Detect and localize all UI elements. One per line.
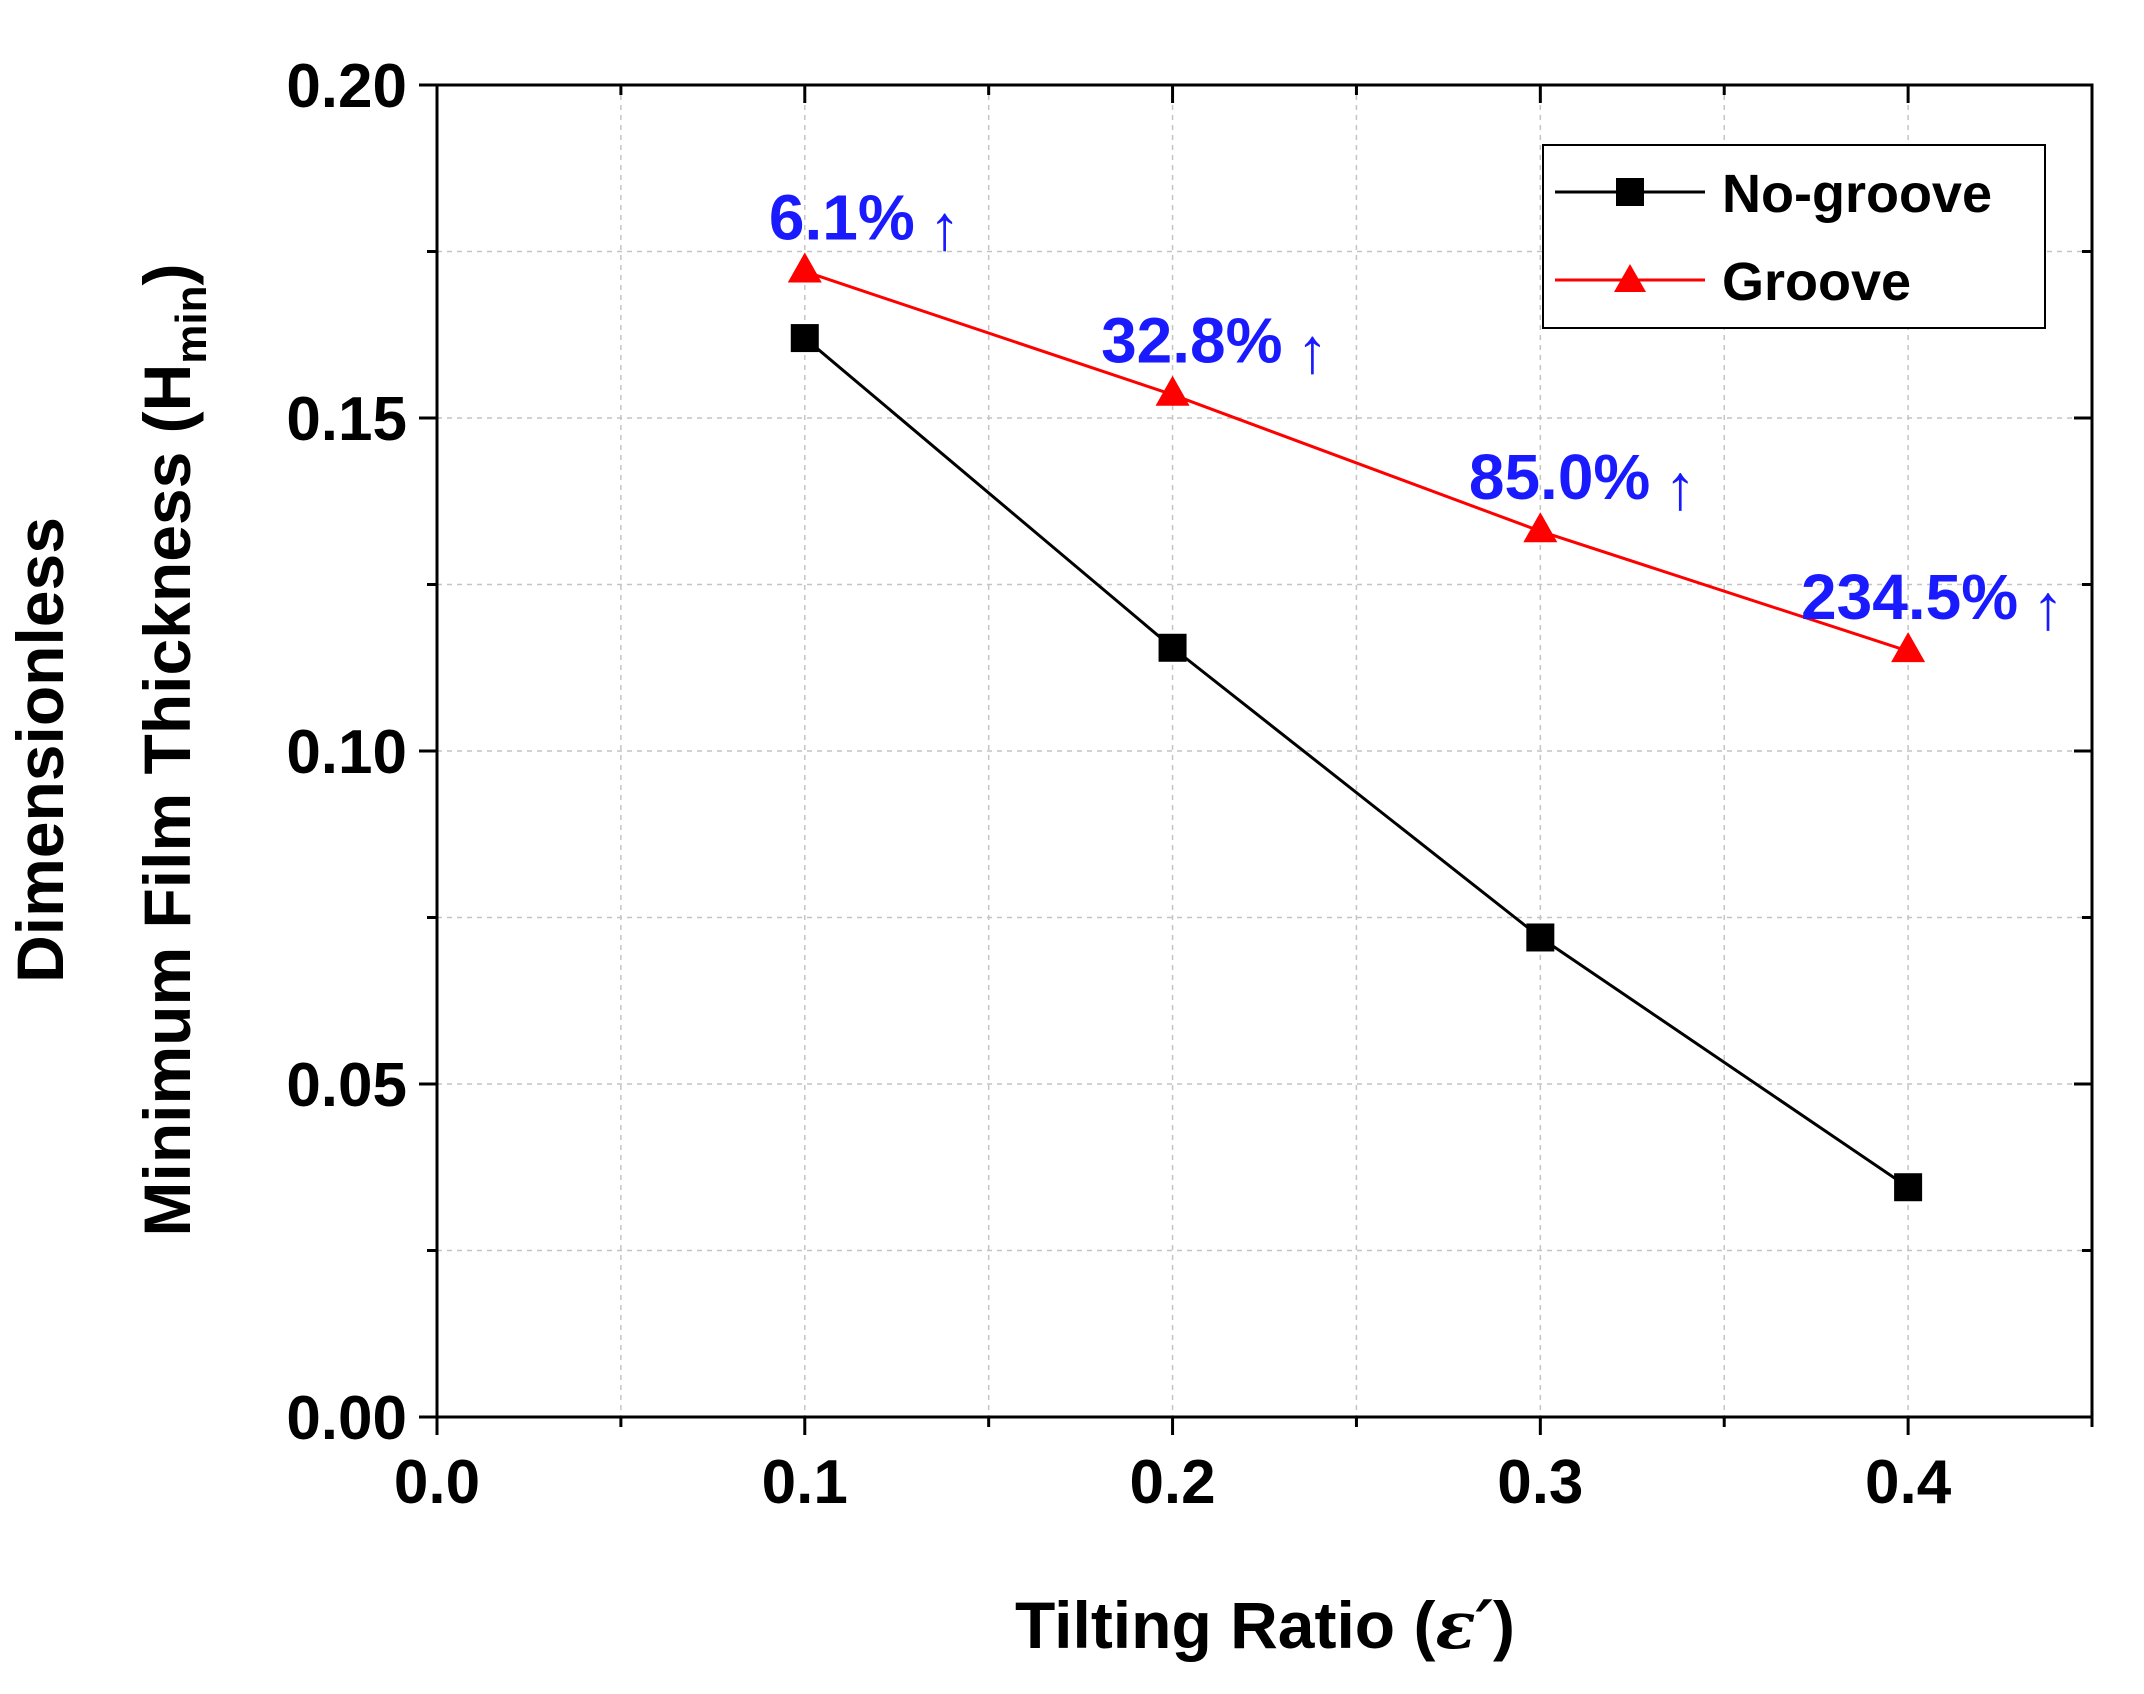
- legend-label-no-groove: No-groove: [1722, 164, 1992, 224]
- series-line-groove: [804, 270, 1909, 653]
- annotation-arrow: ↑: [929, 191, 961, 263]
- data-point-no-groove: [790, 324, 819, 353]
- legend-box: [1542, 144, 2046, 329]
- legend-marker-no-groove: [1616, 178, 1644, 206]
- y-tick-label: 0.15: [286, 385, 407, 454]
- x-tick-label: 0.0: [394, 1448, 480, 1517]
- data-point-groove: [1523, 512, 1558, 543]
- x-tick-label: 0.4: [1865, 1448, 1952, 1517]
- plot-frame: [435, 83, 2094, 1419]
- annotation-arrow: ↑: [1297, 315, 1329, 387]
- annotation-label: 85.0%: [1469, 441, 1650, 513]
- annotation-layer: 6.1% ↑32.8% ↑85.0% ↑234.5% ↑: [769, 181, 2064, 643]
- x-axis-title: Tilting Ratio (ε′): [1015, 1586, 1515, 1664]
- data-point-groove: [1891, 632, 1926, 663]
- x-tick-label: 0.3: [1497, 1448, 1583, 1517]
- y-axis-title-line1: Dimensionless: [3, 517, 77, 983]
- y-axis-title-line2: Minimum Film Thickness (Hmin): [130, 263, 216, 1236]
- annotation-arrow: ↑: [1664, 451, 1696, 523]
- ticks-layer: 0.0 0.1 0.2 0.3 0.4 0.00 0.05 0.10 0.15 0.20: [286, 52, 2094, 1517]
- annotation-arrow: ↑: [2032, 571, 2064, 643]
- data-point-groove: [787, 252, 822, 283]
- x-tick-label: 0.1: [762, 1448, 848, 1517]
- x-tick-label: 0.2: [1129, 1448, 1215, 1517]
- data-point-no-groove: [1526, 923, 1555, 952]
- legend-marker-groove: [1614, 264, 1646, 292]
- series-layer: [787, 252, 1926, 1202]
- annotation-label: 32.8%: [1101, 305, 1282, 377]
- y-tick-label: 0.10: [286, 718, 407, 787]
- annotation-label: 234.5%: [1801, 561, 2018, 633]
- y-tick-label: 0.00: [286, 1384, 407, 1453]
- data-point-groove: [1155, 375, 1190, 406]
- annotation-label: 6.1%: [769, 181, 915, 253]
- series-line-no-groove: [803, 336, 1909, 1189]
- y-tick-label: 0.20: [286, 52, 407, 121]
- data-point-no-groove: [1894, 1173, 1923, 1202]
- data-point-no-groove: [1158, 633, 1187, 662]
- legend: No-groove Groove: [1542, 144, 2046, 329]
- legend-label-groove: Groove: [1722, 252, 1911, 312]
- y-tick-label: 0.05: [286, 1051, 407, 1120]
